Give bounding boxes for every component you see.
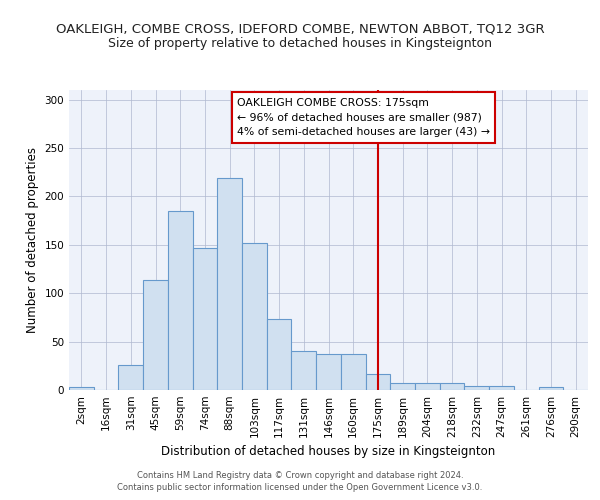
Bar (341, 354, 365, 390)
Bar (217, 178, 242, 390)
Bar (316, 354, 341, 390)
Bar (440, 383, 464, 390)
Bar (118, 365, 143, 390)
Bar (464, 386, 489, 390)
Text: OAKLEIGH COMBE CROSS: 175sqm
← 96% of detached houses are smaller (987)
4% of se: OAKLEIGH COMBE CROSS: 175sqm ← 96% of de… (237, 98, 490, 138)
Text: Contains HM Land Registry data © Crown copyright and database right 2024.
Contai: Contains HM Land Registry data © Crown c… (118, 471, 482, 492)
Bar (390, 383, 415, 390)
Bar (267, 320, 292, 390)
Bar (539, 387, 563, 390)
Bar (143, 280, 168, 390)
Bar (292, 352, 316, 390)
Text: Size of property relative to detached houses in Kingsteignton: Size of property relative to detached ho… (108, 38, 492, 51)
Bar (365, 374, 390, 390)
Y-axis label: Number of detached properties: Number of detached properties (26, 147, 39, 333)
X-axis label: Distribution of detached houses by size in Kingsteignton: Distribution of detached houses by size … (161, 446, 496, 458)
Bar (489, 386, 514, 390)
Text: OAKLEIGH, COMBE CROSS, IDEFORD COMBE, NEWTON ABBOT, TQ12 3GR: OAKLEIGH, COMBE CROSS, IDEFORD COMBE, NE… (56, 22, 544, 36)
Bar (69, 387, 94, 390)
Bar (415, 383, 440, 390)
Bar (242, 243, 267, 390)
Bar (193, 248, 217, 390)
Bar (168, 211, 193, 390)
